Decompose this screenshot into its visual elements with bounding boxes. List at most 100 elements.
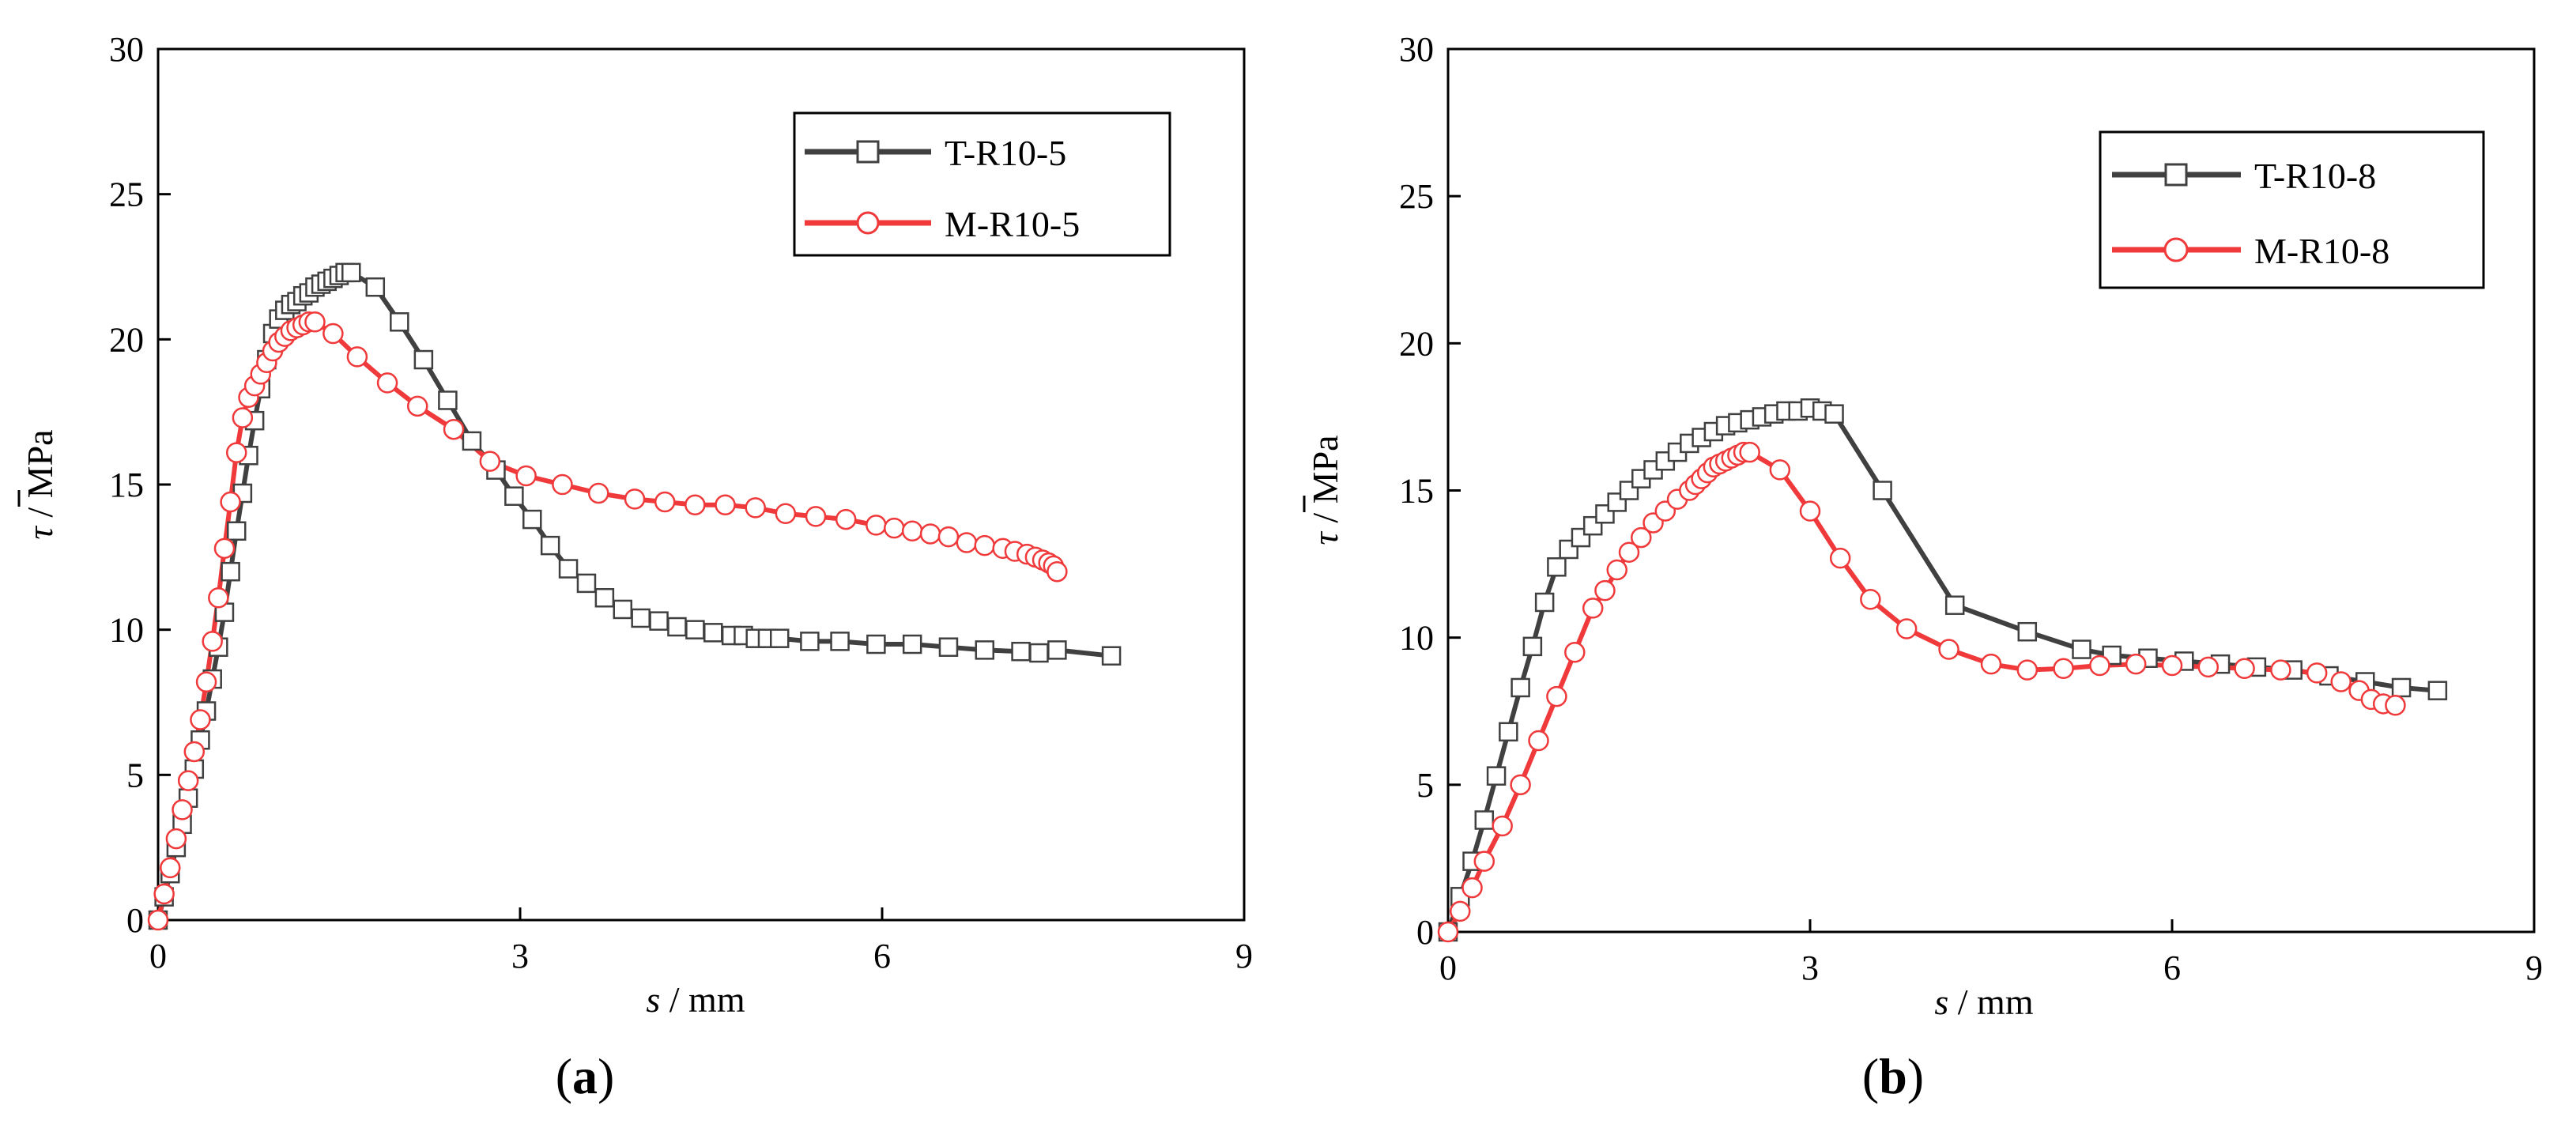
data-point-circle	[1895, 618, 1918, 639]
data-point-square	[558, 559, 579, 579]
data-point-circle	[202, 631, 223, 652]
legend-box	[793, 111, 1171, 257]
data-point-circle	[2385, 695, 2406, 716]
data-point-circle	[1739, 441, 1760, 463]
data-point-circle	[195, 671, 217, 693]
data-point-square	[341, 262, 361, 283]
data-point-circle	[552, 473, 573, 496]
data-point-circle	[2125, 653, 2147, 675]
data-point-circle	[835, 508, 857, 530]
data-point-circle	[213, 537, 236, 560]
data-point-square	[613, 599, 633, 620]
data-point-square	[830, 632, 850, 651]
data-point-circle	[1618, 541, 1640, 563]
x-axis-unit: / mm	[660, 979, 745, 1020]
data-point-square	[2391, 677, 2412, 698]
data-point-square	[576, 573, 597, 594]
data-point-circle	[147, 909, 169, 931]
data-point-circle	[1582, 598, 1604, 619]
data-point-circle	[2270, 659, 2291, 681]
panel-letter: b	[1879, 1048, 1907, 1104]
y-axis-title: τ / MPa	[1305, 435, 1345, 545]
legend-entry-1: M-R10-5	[805, 204, 1080, 244]
y-tick-label: 0	[126, 901, 144, 940]
data-point-square	[1522, 636, 1543, 657]
y-axis-title: τ / MPa	[20, 429, 60, 539]
x-ticks: 0 3 6 9	[149, 907, 1253, 975]
data-point-circle	[715, 494, 736, 515]
y-tick-label: 25	[1399, 177, 1434, 216]
data-point-square	[1011, 641, 1031, 662]
data-point-circle	[2306, 662, 2328, 684]
x-axis-unit: / mm	[1948, 982, 2034, 1022]
data-point-square	[902, 634, 922, 654]
data-point-circle	[232, 407, 254, 428]
legend-label-1: M-R10-8	[2254, 231, 2389, 271]
y-tick-label: 30	[109, 30, 144, 69]
series-line-1	[156, 319, 1059, 921]
data-point-square	[413, 349, 434, 370]
y-tick-label: 5	[1416, 766, 1434, 805]
x-tick-label: 6	[2163, 949, 2181, 987]
x-axis-variable: s	[1934, 982, 1948, 1022]
y-tick-label: 15	[109, 466, 144, 504]
legend-marker-1	[856, 211, 880, 235]
data-point-square	[390, 312, 409, 332]
data-point-circle	[1564, 642, 1586, 663]
chart-panel-b: 0 3 6 9 0 5 10 15 20 25 30 τ / MPa s / mm T-R10-8…	[1303, 30, 2543, 1104]
data-point-square	[938, 637, 959, 657]
data-point-circle	[2330, 671, 2352, 692]
legend-label-0: T-R10-8	[2254, 156, 2376, 196]
x-tick-label: 3	[1801, 949, 1819, 987]
x-axis-variable: s	[646, 979, 660, 1020]
data-point-square	[1486, 766, 1507, 786]
data-point-square	[2072, 639, 2091, 659]
y-ticks: 0 5 10 15 20 25 30	[109, 30, 171, 940]
data-point-circle	[884, 517, 905, 539]
y-tick-label: 25	[109, 175, 144, 214]
data-point-square	[703, 623, 723, 643]
data-point-square	[1511, 677, 1530, 698]
x-tick-label: 9	[2525, 949, 2543, 987]
data-point-square	[1499, 722, 1518, 742]
data-point-square	[1534, 592, 1555, 613]
x-tick-label: 3	[511, 937, 529, 975]
data-point-circle	[937, 526, 960, 548]
data-point-square	[594, 588, 615, 608]
x-ticks: 0 3 6 9	[1439, 919, 2543, 987]
y-tick-label: 30	[1399, 30, 1434, 69]
data-point-circle	[1631, 526, 1652, 549]
y-axis-unit: / MPa	[20, 429, 60, 526]
y-axis-variable: τ	[20, 526, 60, 540]
panel-letter: a	[572, 1048, 598, 1104]
data-point-square	[866, 634, 886, 654]
legend-entry-0: T-R10-5	[805, 133, 1066, 173]
data-point-square	[522, 509, 542, 530]
data-point-square	[462, 431, 482, 451]
data-point-square	[540, 535, 560, 556]
data-point-square	[2427, 681, 2448, 700]
data-point-square	[226, 521, 247, 541]
data-point-circle	[2161, 654, 2183, 677]
data-point-circle	[2234, 658, 2255, 680]
data-point-circle	[1450, 900, 1471, 922]
data-point-square	[975, 640, 995, 660]
y-tick-label: 20	[1399, 324, 1434, 363]
data-point-circle	[346, 346, 368, 368]
data-point-circle	[1510, 774, 1531, 796]
data-point-circle	[956, 532, 978, 553]
data-point-circle	[974, 534, 996, 556]
legend-label-0: T-R10-5	[945, 133, 1066, 173]
series-layer	[147, 262, 1122, 931]
data-point-square	[1029, 643, 1049, 663]
data-point-circle	[1594, 579, 1616, 602]
data-point-circle	[685, 494, 706, 515]
legend-box	[2099, 130, 2485, 289]
legend-entry-0: T-R10-8	[2112, 156, 2376, 196]
data-point-square	[769, 628, 790, 648]
data-point-circle	[587, 482, 609, 504]
data-point-circle	[165, 828, 187, 850]
data-point-circle	[208, 587, 229, 609]
data-point-circle	[1606, 559, 1627, 581]
y-tick-label: 5	[126, 756, 144, 794]
